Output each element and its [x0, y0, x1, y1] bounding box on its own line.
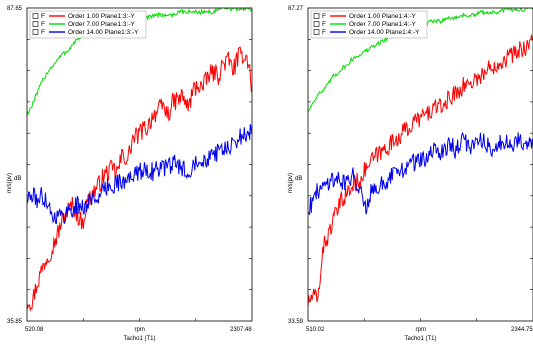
y-axis-unit: dB — [295, 176, 302, 182]
chart-panel-2: 87.27 33.59 m/s(pv) dB 510.02 2344.75 rpm Tacho… — [288, 6, 533, 342]
y-axis-title: m/s(pv) — [7, 173, 13, 193]
x-axis-unit: rpm — [416, 327, 426, 333]
x-axis-title: Tacho1 (T1) — [124, 336, 156, 342]
x-tick-label-max: 2344.75 — [511, 327, 533, 333]
legend-entry: Order 1.00 Plane1:4:-Y — [349, 13, 417, 20]
legend-check-label: F — [322, 21, 326, 28]
x-axis-title: Tacho1 (T1) — [405, 336, 437, 342]
legend-check-label: F — [322, 29, 326, 36]
series-line-3 — [27, 124, 252, 225]
legend-checkbox — [313, 29, 320, 35]
legend-check-label: F — [322, 13, 326, 20]
plot-frame — [26, 7, 253, 322]
y-tick-label-min: 35.85 — [7, 319, 23, 325]
legend-check-label: F — [41, 21, 45, 28]
legend-entry: Order 7.00 Plane1:4:-Y — [349, 21, 417, 28]
legend-entry: Order 1.00 Plane1:3:-Y — [68, 13, 136, 20]
x-tick-label-max: 2307.48 — [230, 327, 252, 333]
legend-checkbox — [32, 21, 39, 27]
legend: F Order 1.00 Plane1:3:-Y F Order 7.00 Plane… — [29, 10, 147, 39]
legend-checkbox — [313, 21, 320, 27]
series-line-3 — [308, 131, 533, 216]
y-axis-title: m/s(pv) — [288, 173, 294, 193]
legend-entry: Order 14.00 Plane1:3:-Y — [68, 29, 139, 36]
legend-check-label: F — [41, 13, 45, 20]
legend-check-label: F — [41, 29, 45, 36]
series-line-1 — [27, 46, 252, 312]
y-tick-label-min: 33.59 — [288, 319, 304, 325]
axis-ticks — [27, 38, 252, 321]
legend-checkbox — [313, 13, 320, 19]
x-axis-unit: rpm — [135, 327, 145, 333]
legend-checkbox — [32, 13, 39, 19]
legend-entry: Order 7.00 Plane1:3:-Y — [68, 21, 136, 28]
chart-panel-1: 87.65 35.85 m/s(pv) dB 520.08 2307.48 rpm Tacho… — [7, 6, 253, 342]
legend: F Order 1.00 Plane1:4:-Y F Order 7.00 Plane… — [310, 10, 428, 39]
x-tick-label-min: 510.02 — [306, 327, 325, 333]
legend-checkbox — [32, 29, 39, 35]
x-tick-label-min: 520.08 — [25, 327, 44, 333]
y-tick-label-max: 87.65 — [7, 6, 23, 12]
series-line-1 — [308, 34, 533, 309]
y-tick-label-max: 87.27 — [288, 6, 304, 12]
legend-entry: Order 14.00 Plane1:4:-Y — [349, 29, 420, 36]
y-axis-unit: dB — [14, 176, 21, 182]
